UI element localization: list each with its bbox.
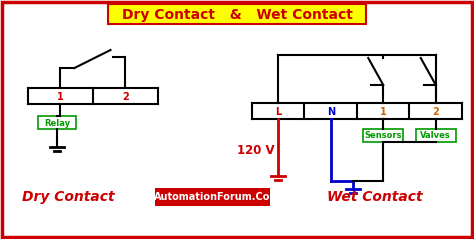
Text: 1: 1 xyxy=(57,92,64,102)
Bar xyxy=(363,129,403,142)
Text: 120 V: 120 V xyxy=(237,145,275,158)
Text: Dry Contact: Dry Contact xyxy=(22,190,114,204)
Text: N: N xyxy=(327,107,335,117)
Text: Relay: Relay xyxy=(44,119,70,127)
Text: 2: 2 xyxy=(432,107,439,117)
Text: Dry Contact   &   Wet Contact: Dry Contact & Wet Contact xyxy=(121,8,353,22)
Text: Wet Contact: Wet Contact xyxy=(327,190,423,204)
Bar xyxy=(38,116,76,129)
Bar xyxy=(416,129,456,142)
Bar xyxy=(155,188,270,206)
Text: 1: 1 xyxy=(380,107,387,117)
Text: 2: 2 xyxy=(122,92,129,102)
Text: L: L xyxy=(275,107,282,117)
Bar xyxy=(108,4,366,24)
Text: Valves: Valves xyxy=(420,131,451,141)
Text: AutomationForum.Co: AutomationForum.Co xyxy=(155,192,271,202)
Text: Sensors: Sensors xyxy=(365,131,402,141)
